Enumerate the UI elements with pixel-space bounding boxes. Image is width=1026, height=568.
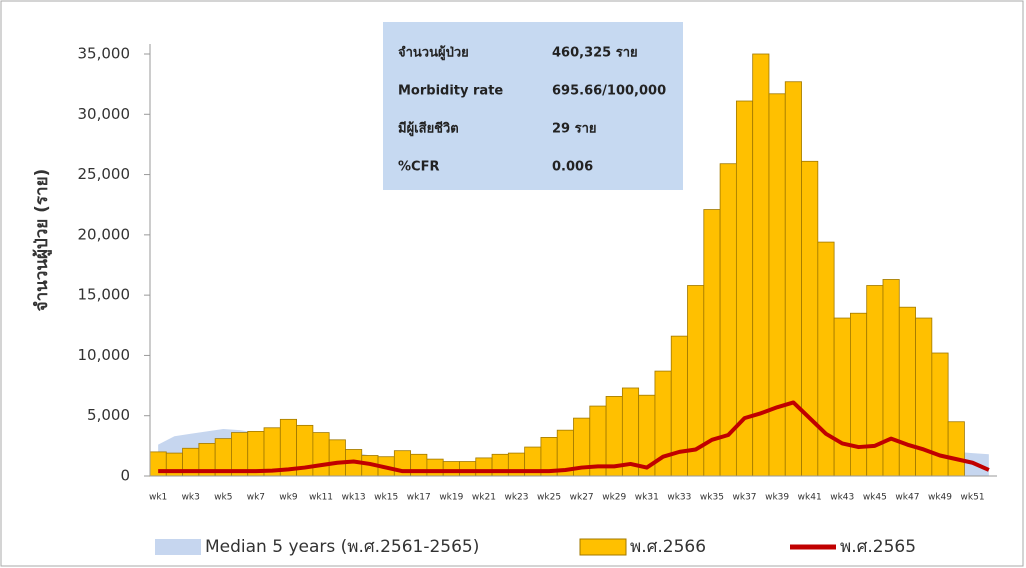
info-label: จำนวนผู้ป่วย bbox=[398, 45, 469, 61]
legend-label: Median 5 years (พ.ศ.2561-2565) bbox=[205, 537, 479, 557]
y-tick-label: 15,000 bbox=[78, 286, 131, 304]
legend-label: พ.ศ.2566 bbox=[630, 537, 706, 557]
x-tick-label: wk3 bbox=[182, 493, 200, 503]
bar bbox=[801, 160, 819, 477]
bar bbox=[947, 421, 965, 477]
x-tick-label: wk35 bbox=[700, 493, 724, 503]
bar bbox=[426, 458, 444, 477]
x-tick-label: wk27 bbox=[570, 493, 594, 503]
x-tick-label: wk7 bbox=[247, 493, 265, 503]
info-value: 695.66/100,000 bbox=[552, 84, 666, 99]
info-box bbox=[383, 22, 683, 190]
x-tick-label: wk29 bbox=[602, 493, 626, 503]
x-tick-label: wk49 bbox=[928, 493, 952, 503]
x-tick-label: wk1 bbox=[149, 493, 167, 503]
y-tick-label: 0 bbox=[120, 467, 130, 485]
x-tick-label: wk19 bbox=[439, 493, 463, 503]
x-tick-label: wk25 bbox=[537, 493, 561, 503]
info-label: %CFR bbox=[398, 160, 439, 175]
x-tick-label: wk33 bbox=[667, 493, 691, 503]
x-tick-label: wk37 bbox=[733, 493, 757, 503]
x-tick-label: wk43 bbox=[830, 493, 854, 503]
bar bbox=[833, 317, 851, 477]
y-tick-label: 35,000 bbox=[78, 45, 131, 63]
x-tick-label: wk11 bbox=[309, 493, 333, 503]
x-tick-label: wk23 bbox=[504, 493, 528, 503]
x-tick-label: wk21 bbox=[472, 493, 496, 503]
bar bbox=[784, 81, 802, 477]
y-tick-label: 20,000 bbox=[78, 225, 131, 243]
legend-label: พ.ศ.2565 bbox=[840, 537, 916, 557]
info-label: Morbidity rate bbox=[398, 84, 503, 99]
bar bbox=[768, 93, 786, 477]
bar bbox=[475, 457, 493, 477]
x-tick-label: wk47 bbox=[895, 493, 919, 503]
y-tick-label: 30,000 bbox=[78, 105, 131, 123]
x-tick-label: wk31 bbox=[635, 493, 659, 503]
bar bbox=[703, 209, 721, 477]
x-tick-label: wk15 bbox=[374, 493, 398, 503]
x-tick-label: wk5 bbox=[214, 493, 232, 503]
info-value: 0.006 bbox=[552, 160, 593, 175]
info-value: 29 ราย bbox=[552, 122, 597, 137]
y-tick-label: 10,000 bbox=[78, 346, 131, 364]
x-tick-label: wk41 bbox=[798, 493, 822, 503]
bar bbox=[442, 461, 460, 477]
bar bbox=[312, 432, 330, 477]
y-axis-label: จำนวนผู้ป่วย (ราย) bbox=[32, 169, 53, 312]
bar bbox=[817, 241, 835, 477]
x-tick-label: wk13 bbox=[342, 493, 366, 503]
y-tick-label: 25,000 bbox=[78, 165, 131, 183]
x-tick-label: wk51 bbox=[961, 493, 985, 503]
bar bbox=[328, 439, 346, 477]
y-tick-label: 5,000 bbox=[87, 406, 130, 424]
line bbox=[158, 400, 990, 474]
legend-swatch bbox=[579, 538, 627, 556]
legend-swatch bbox=[155, 539, 201, 555]
x-tick-label: wk39 bbox=[765, 493, 789, 503]
info-value: 460,325 ราย bbox=[552, 46, 638, 61]
x-tick-label: wk9 bbox=[279, 493, 298, 503]
x-tick-label: wk17 bbox=[407, 493, 431, 503]
info-label: มีผู้เสียชีวิต bbox=[398, 121, 459, 137]
bar bbox=[882, 279, 900, 477]
bar bbox=[850, 312, 868, 477]
bar bbox=[459, 461, 477, 477]
bar bbox=[898, 306, 916, 477]
x-tick-label: wk45 bbox=[863, 493, 887, 503]
